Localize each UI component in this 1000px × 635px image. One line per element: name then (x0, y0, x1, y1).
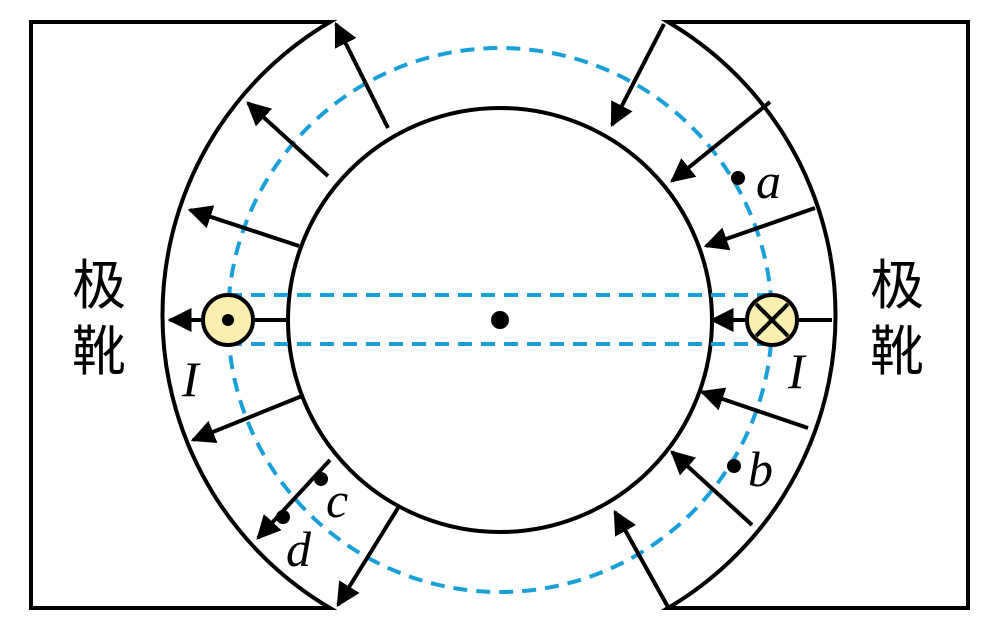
point-d-label: d (286, 521, 312, 577)
point-d-dot (276, 510, 290, 524)
field-line (670, 450, 754, 527)
left-conductor (201, 293, 255, 347)
field-line (246, 101, 330, 178)
field-line (613, 509, 670, 608)
center-pivot-dot (491, 311, 509, 329)
point-b-dot (727, 459, 741, 473)
field-line (187, 205, 300, 248)
current-in-cross-icon (754, 302, 790, 338)
field-line (190, 394, 303, 444)
point-a-label: a (756, 153, 781, 209)
field-line (334, 21, 390, 129)
field-line (703, 206, 816, 251)
left-pole-shoe (29, 20, 338, 610)
right-pole-shoe (660, 20, 970, 610)
point-a-dot (731, 171, 745, 185)
field-line (670, 100, 772, 183)
current-label-right: I (787, 343, 807, 399)
field-line (336, 506, 400, 608)
right-conductor (745, 293, 799, 347)
right-pole-label-char-1: 极 (870, 254, 924, 317)
field-line (610, 23, 666, 128)
point-c-label: c (326, 472, 348, 528)
left-pole-label-char-2: 靴 (72, 320, 126, 383)
left-pole-label-char-1: 极 (72, 254, 126, 317)
right-pole-label: 极 靴 (870, 254, 941, 383)
current-label-left: I (181, 351, 201, 407)
point-c-dot (314, 472, 328, 486)
left-pole-label: 极 靴 (72, 254, 143, 383)
right-pole-label-char-2: 靴 (870, 320, 924, 383)
field-line (699, 387, 809, 430)
point-b-label: b (748, 441, 773, 497)
right-field-lines (610, 23, 832, 608)
current-out-dot-icon (222, 314, 234, 326)
